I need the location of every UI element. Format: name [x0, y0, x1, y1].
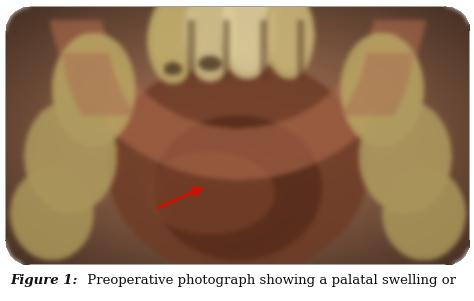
Text: Preoperative photograph showing a palatal swelling or: Preoperative photograph showing a palata… [83, 274, 456, 287]
Text: Figure 1:: Figure 1: [10, 274, 78, 287]
